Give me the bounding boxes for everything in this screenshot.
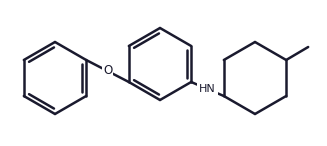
Text: HN: HN — [199, 84, 216, 94]
Text: O: O — [103, 65, 112, 78]
